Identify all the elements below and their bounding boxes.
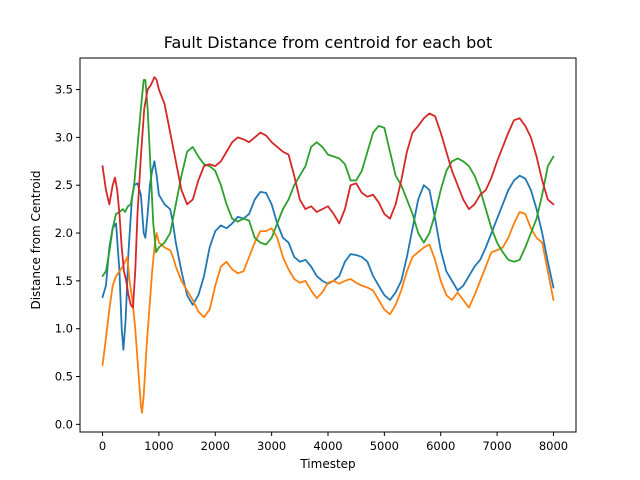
y-axis-label: Distance from Centroid [29, 170, 43, 309]
x-tick-label: 6000 [426, 439, 455, 453]
x-axis-ticks: 0 1000 2000 3000 4000 5000 6000 7000 8000 [99, 432, 568, 453]
series-line-1 [101, 160, 555, 351]
chart-title: Fault Distance from centroid for each bo… [164, 33, 493, 52]
x-tick-label: 3000 [257, 439, 286, 453]
y-tick-label: 3.0 [55, 130, 73, 144]
x-tick-label: 4000 [313, 439, 342, 453]
series-line-2 [101, 211, 555, 414]
y-axis-ticks: 0.0 0.5 1.0 1.5 2.0 2.5 3.0 3.5 [55, 83, 80, 431]
x-axis-label: Timestep [299, 457, 355, 471]
x-tick-label: 7000 [482, 439, 511, 453]
y-tick-label: 0.5 [55, 370, 73, 384]
y-tick-label: 3.5 [55, 83, 73, 97]
x-tick-label: 8000 [539, 439, 568, 453]
series-group [101, 76, 555, 414]
x-tick-label: 2000 [201, 439, 230, 453]
x-tick-label: 0 [99, 439, 106, 453]
y-tick-label: 2.5 [55, 178, 73, 192]
y-tick-label: 2.0 [55, 226, 73, 240]
series-line-4 [101, 76, 555, 309]
y-tick-label: 1.5 [55, 274, 73, 288]
x-tick-label: 5000 [370, 439, 399, 453]
x-tick-label: 1000 [144, 439, 173, 453]
y-tick-label: 1.0 [55, 322, 73, 336]
series-line-3 [101, 79, 555, 277]
y-tick-label: 0.0 [55, 417, 73, 431]
